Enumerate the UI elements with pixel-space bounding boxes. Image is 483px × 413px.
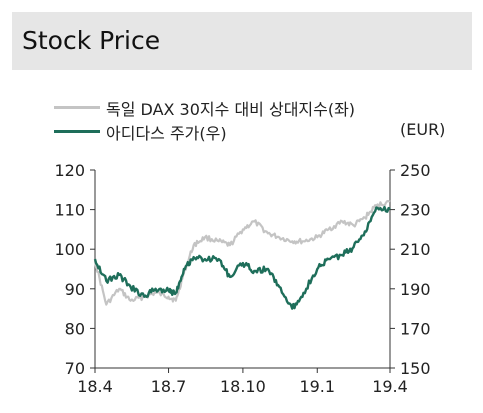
x-tick-label: 18.4 xyxy=(77,377,113,396)
page-title: Stock Price xyxy=(22,26,161,55)
right-tick-label: 250 xyxy=(400,161,431,180)
left-tick-label: 100 xyxy=(54,240,85,259)
x-tick-label: 19.4 xyxy=(372,377,408,396)
right-tick-label: 190 xyxy=(400,280,431,299)
right-tick-label: 210 xyxy=(400,240,431,259)
right-tick-label: 230 xyxy=(400,201,431,220)
left-tick-label: 120 xyxy=(54,161,85,180)
legend-label-adidas: 아디다스 주가(우) xyxy=(106,124,227,143)
x-tick-label: 18.10 xyxy=(220,377,266,396)
right-tick-label: 170 xyxy=(400,319,431,338)
left-tick-label: 110 xyxy=(54,201,85,220)
left-tick-label: 80 xyxy=(65,319,85,338)
title-bar: Stock Price xyxy=(12,12,472,70)
left-tick-label: 70 xyxy=(65,359,85,378)
legend-label-dax: 독일 DAX 30지수 대비 상대지수(좌) xyxy=(106,100,356,119)
left-tick-label: 90 xyxy=(65,280,85,299)
legend-swatch-dax xyxy=(54,106,100,109)
x-tick-label: 19.1 xyxy=(299,377,335,396)
x-tick-label: 18.7 xyxy=(151,377,187,396)
right-axis-unit: (EUR) xyxy=(400,120,446,139)
series-line-adidas xyxy=(93,205,391,310)
legend-swatch-adidas xyxy=(54,130,100,133)
right-tick-label: 150 xyxy=(400,359,431,378)
